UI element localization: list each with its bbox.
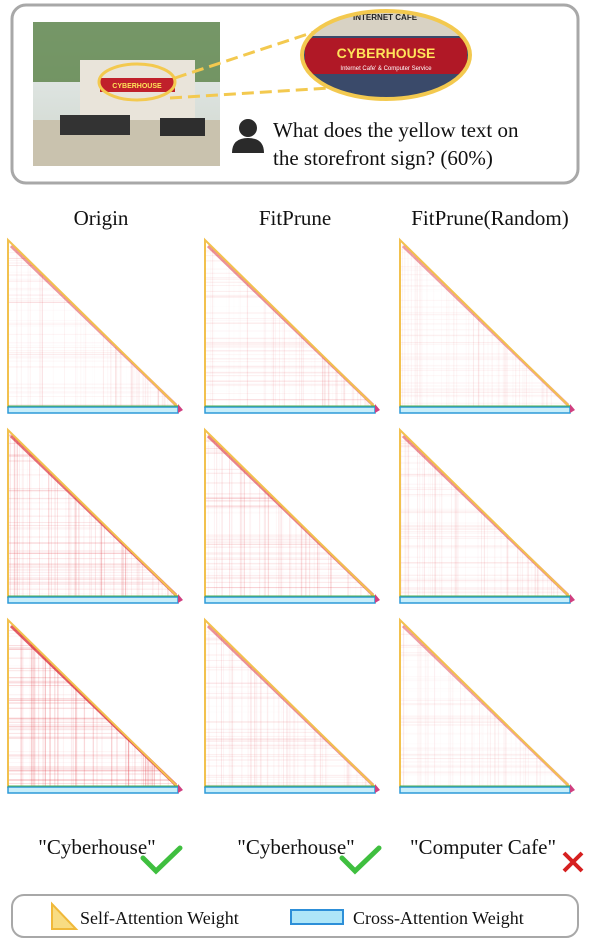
heatmaps	[8, 240, 575, 793]
cross-attention-bar	[205, 407, 375, 413]
photo: CYBERHOUSE	[33, 22, 220, 166]
question-line: What does the yellow text on	[273, 118, 519, 142]
cross-attention-bar	[8, 787, 178, 793]
answer: "Cyberhouse"	[237, 835, 354, 859]
column-header: FitPrune	[259, 206, 331, 230]
corner-marker	[570, 594, 575, 603]
corner-marker	[178, 594, 183, 603]
answer: "Cyberhouse"	[38, 835, 155, 859]
cross-attention-bar	[205, 787, 375, 793]
cross-icon	[564, 853, 582, 871]
zoom-subsign: Internet Cafe' & Computer Service	[340, 66, 432, 72]
cross-attention-bar	[400, 597, 570, 603]
zoom-sign: CYBERHOUSE	[337, 45, 436, 61]
corner-marker	[570, 784, 575, 793]
cross-attention-bar	[400, 787, 570, 793]
cross-attention-bar	[400, 407, 570, 413]
corner-marker	[178, 784, 183, 793]
cross-attention-bar	[8, 407, 178, 413]
corner-marker	[178, 404, 183, 413]
corner-marker	[375, 404, 380, 413]
column-header: FitPrune(Random)	[411, 206, 569, 230]
column-header: Origin	[74, 206, 129, 230]
zoom-inset: INTERNET CAFE' CYBERHOUSE Internet Cafe'…	[300, 10, 472, 100]
legend-label: Self-Attention Weight	[80, 908, 239, 928]
corner-marker	[375, 784, 380, 793]
question-line: the storefront sign? (60%)	[273, 146, 493, 170]
cross-attention-bar	[205, 597, 375, 603]
figure: CYBERHOUSE INTERNET CAFE' CYBERHOUSE Int…	[0, 0, 597, 941]
legend-label: Cross-Attention Weight	[353, 908, 524, 928]
corner-marker	[375, 594, 380, 603]
answer: "Computer Cafe"	[410, 835, 556, 859]
corner-marker	[570, 404, 575, 413]
photo-sign: CYBERHOUSE	[112, 83, 162, 90]
legend-swatch	[291, 910, 343, 924]
cross-attention-bar	[8, 597, 178, 603]
